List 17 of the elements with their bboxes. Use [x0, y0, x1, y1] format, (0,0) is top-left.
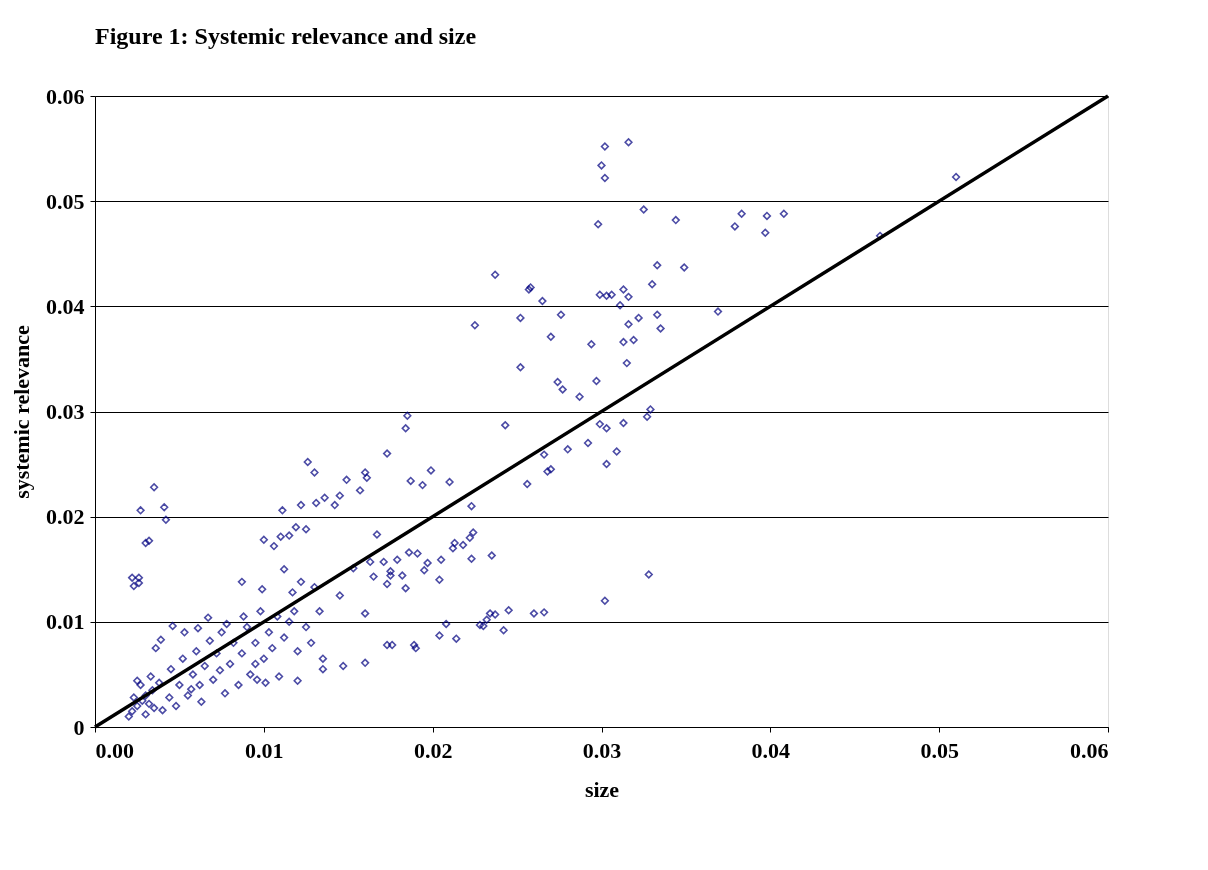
y-tick-label: 0.01 [46, 609, 85, 635]
y-tick-label: 0.06 [46, 83, 85, 109]
x-tick-label: 0.00 [95, 737, 134, 763]
chart-title: Figure 1: Systemic relevance and size [95, 23, 477, 49]
y-tick-label: 0.02 [46, 504, 85, 530]
y-tick-label: 0 [73, 714, 85, 740]
x-axis-title: size [584, 776, 620, 802]
x-tick-label: 0.04 [751, 737, 791, 763]
y-axis-title: systemic relevance [9, 324, 34, 499]
x-tick-label: 0.02 [413, 737, 453, 763]
y-tick-label: 0.04 [46, 293, 85, 319]
x-tick-label: 0.06 [1070, 737, 1109, 763]
x-tick-label: 0.01 [245, 737, 284, 763]
y-tick-label: 0.03 [46, 399, 85, 424]
y-tick-label: 0.05 [46, 188, 85, 214]
x-tick-label: 0.03 [582, 737, 622, 763]
x-tick-label: 0.05 [920, 737, 959, 763]
